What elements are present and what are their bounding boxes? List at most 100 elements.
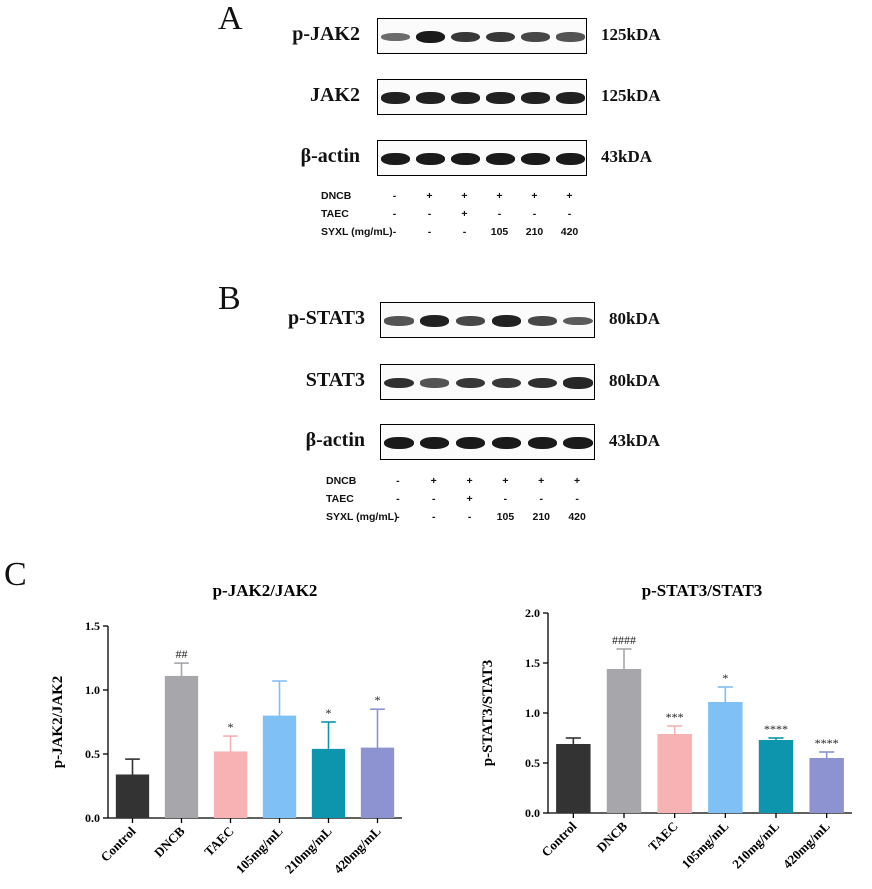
blot-membrane [380, 364, 595, 400]
protein-band [384, 316, 414, 326]
y-tick-label: 0.5 [525, 756, 540, 770]
significance-marker: * [722, 671, 728, 685]
treatment-value: - [462, 226, 467, 238]
treatment-value: - [503, 493, 508, 505]
blot-membrane [380, 424, 595, 460]
treatment-value: 105 [496, 511, 515, 523]
treatment-value: - [432, 511, 436, 523]
treatment-value: 105 [490, 226, 509, 238]
y-axis-label: p-STAT3/STAT3 [480, 660, 496, 766]
protein-band [420, 437, 450, 449]
bar-taec [213, 751, 248, 818]
treatment-value: - [567, 208, 572, 220]
bar-chart-pstat3-stat3: p-STAT3/STAT3 p-STAT3/STAT3 0.0 0.5 1.0 1.5 2.… [480, 581, 852, 872]
x-tick-label: TAEC [201, 824, 236, 859]
treatment-value: - [575, 493, 579, 505]
y-tick-label: 1.5 [85, 619, 100, 633]
treatment-value: + [430, 475, 437, 487]
chart-title: p-JAK2/JAK2 [213, 581, 318, 600]
treatment-value: + [531, 190, 538, 202]
treatment-label: TAEC [326, 493, 354, 505]
protein-band [527, 316, 557, 326]
protein-band [420, 378, 450, 388]
treatment-value: - [392, 208, 397, 220]
treatment-value: - [392, 190, 397, 202]
bar-chart-pjak2-jak2: p-JAK2/JAK2 p-JAK2/JAK2 0.0 0.5 1.0 1.5 Contro… [50, 581, 402, 877]
protein-label: β-actin [305, 429, 365, 451]
x-tick-label: 210mg/mL [729, 818, 782, 871]
x-tick-label: Control [98, 823, 139, 864]
protein-label: p-JAK2 [292, 23, 360, 45]
protein-label: STAT3 [305, 369, 365, 391]
treatment-label: DNCB [326, 475, 357, 487]
treatment-value: 420 [568, 511, 586, 523]
protein-band [563, 316, 593, 326]
treatment-value: + [538, 475, 545, 487]
treatment-value: - [392, 226, 397, 238]
protein-band [381, 153, 410, 165]
treatment-value: + [502, 475, 509, 487]
y-tick-label: 1.5 [525, 656, 540, 670]
blot-membrane [377, 18, 587, 54]
x-tick-label: 105mg/mL [678, 818, 731, 871]
panel-letter-b: B [218, 280, 241, 317]
y-tick-label: 1.0 [525, 706, 540, 720]
y-tick-label: 0.5 [85, 747, 100, 761]
molecular-weight-label: 43kDA [601, 147, 653, 166]
protein-band [521, 153, 550, 165]
blot-membrane [380, 302, 595, 338]
treatment-value: - [396, 511, 400, 523]
treatment-value: + [574, 475, 581, 487]
x-tick-label: DNCB [593, 818, 630, 855]
protein-band [556, 153, 585, 165]
treatment-value: - [396, 475, 400, 487]
treatment-value: + [461, 208, 468, 220]
x-tick-label: 420mg/mL [331, 823, 384, 876]
treatment-label: SYXL (mg/mL) [321, 226, 393, 238]
y-tick-label: 0.0 [85, 811, 100, 825]
bar-420mg-ml [809, 758, 844, 813]
treatment-value: - [539, 493, 544, 505]
protein-label: β-actin [300, 145, 360, 167]
blot-membrane [377, 140, 587, 176]
significance-marker: * [326, 706, 332, 720]
protein-label: JAK2 [310, 84, 360, 106]
protein-label: p-STAT3 [287, 307, 365, 329]
treatment-value: - [396, 493, 400, 505]
significance-marker: *** [666, 710, 684, 724]
protein-band [451, 31, 480, 43]
panel-letter-a: A [218, 0, 243, 37]
protein-band [527, 377, 557, 389]
protein-band [384, 377, 414, 389]
x-tick-label: TAEC [645, 819, 680, 854]
bar-210mg-ml [758, 740, 794, 813]
x-tick-label: 210mg/mL [282, 823, 335, 876]
protein-band [416, 153, 445, 165]
treatment-value: - [467, 511, 472, 523]
treatment-value: + [496, 190, 503, 202]
treatment-value: - [497, 208, 502, 220]
treatment-value: - [427, 226, 432, 238]
blot-membrane [377, 79, 587, 115]
protein-band [381, 92, 410, 104]
significance-marker: **** [764, 722, 788, 736]
treatment-value: 210 [525, 226, 544, 238]
bar-105mg-ml [262, 715, 297, 818]
treatment-value: + [466, 493, 473, 505]
bar-420mg-ml [360, 747, 395, 818]
treatment-value: 210 [532, 511, 551, 523]
protein-band [451, 153, 480, 165]
molecular-weight-label: 80kDA [609, 371, 661, 390]
molecular-weight-label: 43kDA [609, 431, 661, 450]
protein-band [491, 437, 522, 449]
bar-control [115, 774, 150, 818]
chart-title: p-STAT3/STAT3 [642, 581, 763, 600]
protein-band [563, 377, 593, 389]
bar-105mg-ml [708, 702, 743, 813]
protein-band [556, 32, 585, 42]
protein-band [416, 92, 445, 104]
x-tick-label: Control [538, 818, 579, 859]
protein-band [521, 32, 550, 42]
protein-band [486, 31, 515, 43]
bar-control [556, 744, 591, 813]
